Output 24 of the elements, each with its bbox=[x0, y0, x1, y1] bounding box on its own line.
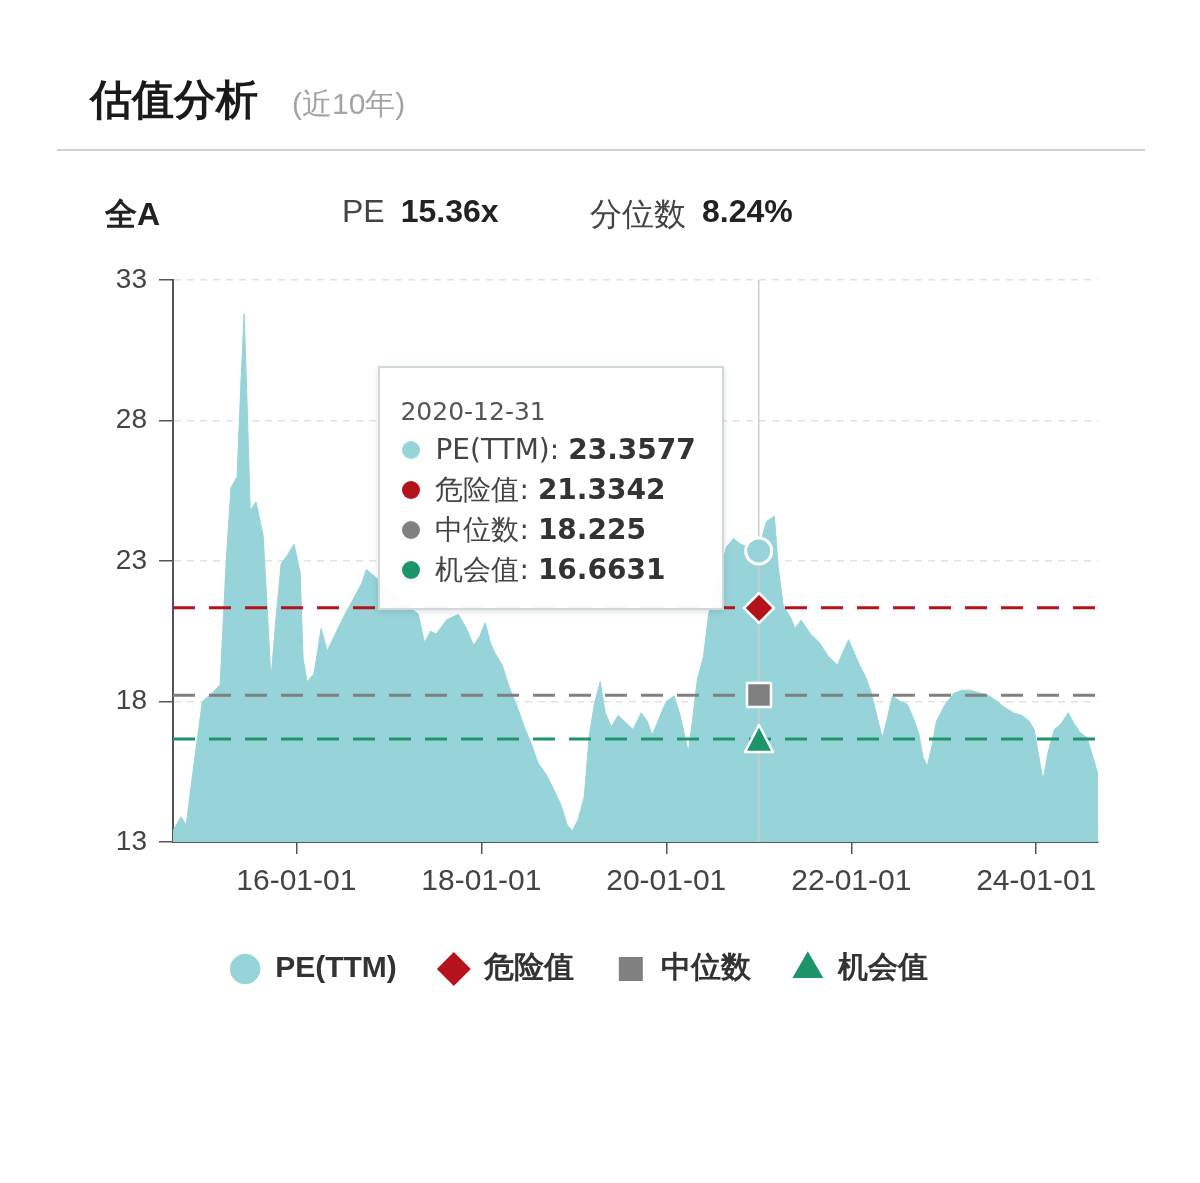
legend-label: 机会值 bbox=[836, 950, 928, 984]
y-tick-label: 28 bbox=[115, 403, 147, 435]
text: 分位数 8.24% bbox=[590, 193, 793, 234]
annotation: 危险值: 21.3342 bbox=[435, 472, 666, 508]
y-tick-label: 23 bbox=[115, 543, 147, 575]
legend-label: 中位数 bbox=[660, 950, 752, 984]
x-tick-label: 18-01-01 bbox=[421, 863, 542, 897]
chart-subtitle: (近10年) bbox=[292, 86, 406, 122]
annotation: 中位数: 18.225 bbox=[435, 512, 646, 548]
text: PE 15.36x bbox=[342, 193, 499, 230]
x-tick-label: 16-01-01 bbox=[236, 863, 357, 897]
annotation: 机会值: 16.6631 bbox=[435, 552, 666, 588]
x-tick-label: 22-01-01 bbox=[791, 863, 912, 897]
annotation: PE(TTM): 23.3577 bbox=[435, 432, 696, 468]
text: 全A bbox=[105, 195, 161, 234]
chart-title: 估值分析 bbox=[90, 75, 258, 125]
y-tick-label: 33 bbox=[115, 262, 147, 294]
legend-label: PE(TTM) bbox=[275, 950, 397, 984]
annotation: 2020-12-31 bbox=[400, 397, 546, 426]
x-tick-label: 24-01-01 bbox=[976, 863, 1097, 897]
y-tick-label: 18 bbox=[115, 684, 147, 716]
x-tick-label: 20-01-01 bbox=[606, 863, 727, 897]
legend-label: 危险值 bbox=[482, 950, 574, 984]
y-tick-label: 13 bbox=[115, 824, 147, 856]
